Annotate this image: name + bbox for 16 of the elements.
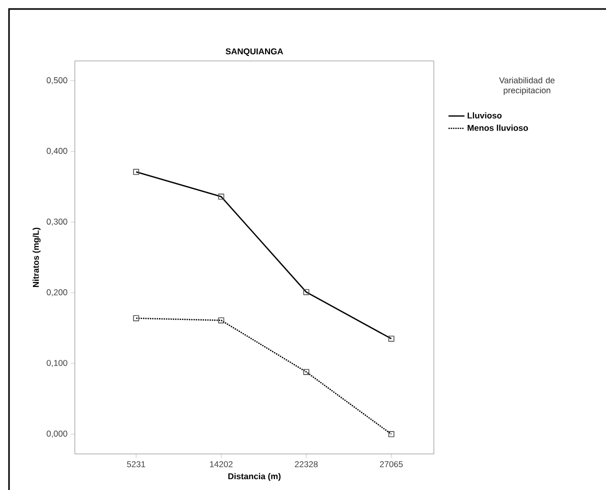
y-tick-label: 0,100 <box>46 360 68 367</box>
x-tick-label: 5231 <box>127 461 146 468</box>
y-axis-title: Nitratos (mg/L) <box>32 228 41 287</box>
y-tick-label: 0,000 <box>46 430 68 438</box>
y-tick-label: 0,200 <box>46 289 68 296</box>
y-tick-label: 0,500 <box>46 77 68 84</box>
legend-label: Menos lluvioso <box>468 124 528 131</box>
legend-title: Variabilidad de precipitacion <box>499 77 555 95</box>
chart-title: SANQUIANGA <box>226 48 284 56</box>
x-axis-title: Distancia (m) <box>228 473 281 481</box>
x-tick-label: 22328 <box>294 461 318 468</box>
legend-label: Lluvioso <box>468 112 502 118</box>
y-tick-label: 0,400 <box>46 148 68 155</box>
y-tick-label: 0,300 <box>46 218 68 226</box>
x-tick-label: 27065 <box>380 461 403 468</box>
x-tick-label: 14202 <box>210 461 233 468</box>
